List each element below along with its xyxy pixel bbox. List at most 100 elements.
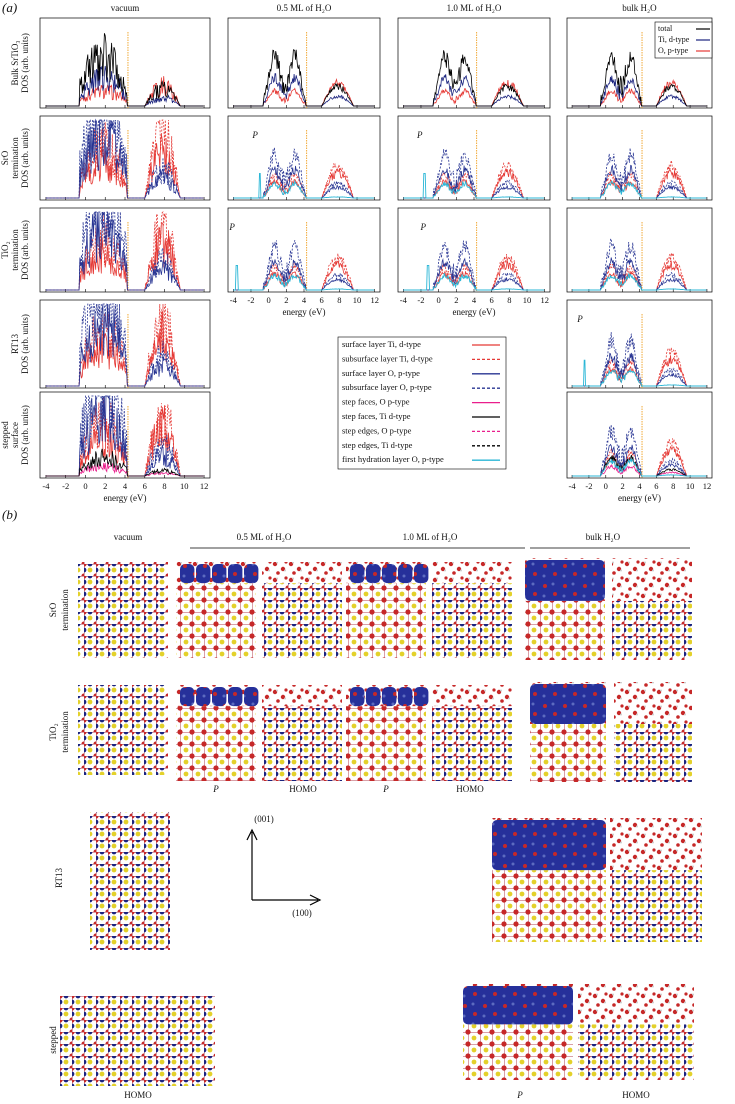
x-tick-label: 8 [162, 481, 166, 491]
row-label: DOS (arb. units) [20, 33, 30, 93]
x-tick-label: -4 [400, 295, 408, 305]
structure-image [525, 558, 605, 660]
crystal [610, 870, 702, 942]
dos-curve [572, 352, 707, 387]
dos-curve [45, 76, 204, 107]
x-tick-label: 6 [654, 481, 658, 491]
x-axis-label: energy (eV) [452, 307, 495, 317]
orbital-density [244, 687, 259, 707]
x-tick-label: 4 [302, 295, 307, 305]
legend-label: total [658, 24, 673, 33]
row-label: DOS (arb. units) [20, 405, 30, 465]
crystal [614, 724, 692, 782]
structure-image [614, 682, 692, 782]
orbital-density [382, 564, 397, 584]
x-tick-label: 10 [353, 295, 362, 305]
dos-curve [572, 424, 707, 477]
x-tick-label: 6 [320, 295, 324, 305]
x-tick-label: 0 [267, 295, 271, 305]
hydration-curve [572, 180, 707, 199]
orbital-density [228, 687, 243, 707]
crystal [525, 600, 605, 660]
hydration-curve [572, 359, 707, 387]
x-tick-label: 4 [637, 481, 642, 491]
orbital-density [180, 564, 195, 584]
x-axis-label: energy (eV) [103, 493, 146, 503]
column-header: 1.0 ML of H₂O [447, 3, 502, 13]
caption: HOMO [622, 1090, 650, 1100]
orbital-density [228, 564, 243, 584]
panel-label: (b) [2, 507, 17, 522]
row-label: termination [10, 137, 20, 179]
legend-label: surface layer O, p-type [342, 368, 420, 378]
x-tick-label: 12 [200, 481, 209, 491]
structure-image [578, 984, 694, 1080]
orbital-density [244, 564, 259, 584]
dos-curve [572, 51, 707, 107]
dos-curve [572, 355, 707, 387]
dos-curve [233, 240, 374, 291]
structure-image [262, 685, 342, 781]
x-tick-label: 4 [472, 295, 477, 305]
structure-image [176, 685, 259, 781]
orbital-density [366, 564, 381, 584]
caption: P [212, 784, 219, 794]
x-axis-label: energy (eV) [618, 493, 661, 503]
dos-curve [572, 332, 707, 387]
legend-label: step edges, Ti d-type [342, 440, 413, 450]
legend-label: step faces, Ti d-type [342, 411, 411, 421]
dos-curve [233, 78, 374, 107]
column-header: vacuum [111, 3, 140, 13]
row-label: surface [10, 422, 20, 448]
dos-curve [403, 74, 544, 107]
dos-curve [45, 303, 204, 387]
x-tick-label: -4 [569, 481, 577, 491]
hydration-curve [403, 264, 544, 291]
x-tick-label: 8 [337, 295, 341, 305]
row-label: termination [60, 589, 70, 631]
x-tick-label: 12 [370, 295, 379, 305]
x-tick-label: 2 [621, 481, 625, 491]
dos-curve [45, 118, 204, 199]
dos-curve [45, 303, 204, 387]
x-tick-label: 6 [143, 481, 147, 491]
x-tick-label: 2 [454, 295, 458, 305]
water-layer [262, 685, 342, 707]
x-tick-label: -4 [42, 481, 50, 491]
x-tick-label: -2 [247, 295, 254, 305]
x-tick-label: -2 [585, 481, 592, 491]
structure-image [463, 984, 573, 1080]
plot-frame [39, 391, 211, 479]
peak-label: P [420, 222, 427, 232]
dos-curve [403, 253, 544, 291]
row-label: TiO₂ [48, 723, 58, 740]
structure-image [492, 818, 606, 942]
row-label: DOS (arb. units) [20, 314, 30, 374]
x-tick-label: 10 [523, 295, 532, 305]
x-tick-label: 6 [490, 295, 494, 305]
x-tick-label: -4 [230, 295, 238, 305]
orbital-density [212, 687, 227, 707]
x-tick-label: 8 [507, 295, 511, 305]
peak-label: P [228, 222, 235, 232]
water-layer [614, 682, 692, 724]
crystal [492, 870, 606, 942]
dos-curve [403, 80, 544, 107]
legend-label: first hydration layer O, p-type [342, 454, 444, 464]
orbital-density [492, 820, 606, 871]
structure-image [78, 685, 168, 775]
structure-image [610, 818, 702, 942]
orbital-density [525, 560, 605, 601]
dos-curve [45, 395, 204, 477]
row-label: termination [60, 711, 70, 753]
orbital-density [530, 684, 606, 724]
crystal [432, 706, 512, 781]
hydration-curve [233, 172, 374, 199]
dos-curve [403, 240, 544, 291]
legend-label: subsurface layer O, p-type [342, 382, 432, 392]
orbital-density [350, 564, 365, 584]
crystal [262, 583, 342, 658]
caption: P [382, 784, 389, 794]
row-label: SrO [0, 150, 10, 165]
